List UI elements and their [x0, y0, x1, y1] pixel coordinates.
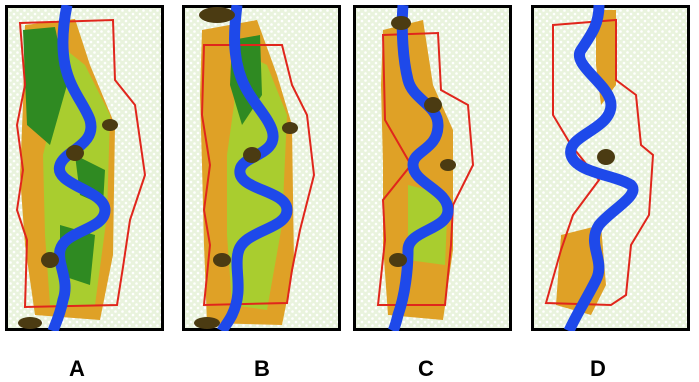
- river: [217, 5, 293, 331]
- panel-label-d: D: [590, 356, 606, 381]
- panel-label-c: C: [418, 356, 434, 381]
- dark-green-zone: [23, 27, 105, 285]
- river: [47, 5, 111, 331]
- dark-patch: [194, 317, 220, 329]
- dark-patch: [597, 149, 615, 165]
- panel-label-a: A: [69, 356, 85, 381]
- corridor-outline: [200, 44, 316, 307]
- dark-patch: [66, 145, 84, 161]
- dark-patch: [243, 147, 261, 163]
- corridor-outline: [15, 18, 147, 309]
- dark-patch: [199, 7, 235, 23]
- panel-b: [182, 5, 341, 331]
- panel-d: [531, 5, 690, 331]
- panel-label-b: B: [254, 356, 270, 381]
- river: [388, 5, 454, 331]
- dark-patch: [41, 252, 59, 268]
- panel-c: [353, 5, 512, 331]
- dark-patch: [424, 97, 442, 113]
- corridor-outline: [376, 31, 475, 306]
- panel-a: [5, 5, 164, 331]
- dark-patch: [282, 122, 298, 134]
- dark-patch: [18, 317, 42, 329]
- dark-patch: [102, 119, 118, 131]
- dark-patch: [391, 16, 411, 30]
- dark-patch: [213, 253, 231, 267]
- river: [563, 5, 639, 331]
- dark-patch: [440, 159, 456, 171]
- dark-patch: [389, 253, 407, 267]
